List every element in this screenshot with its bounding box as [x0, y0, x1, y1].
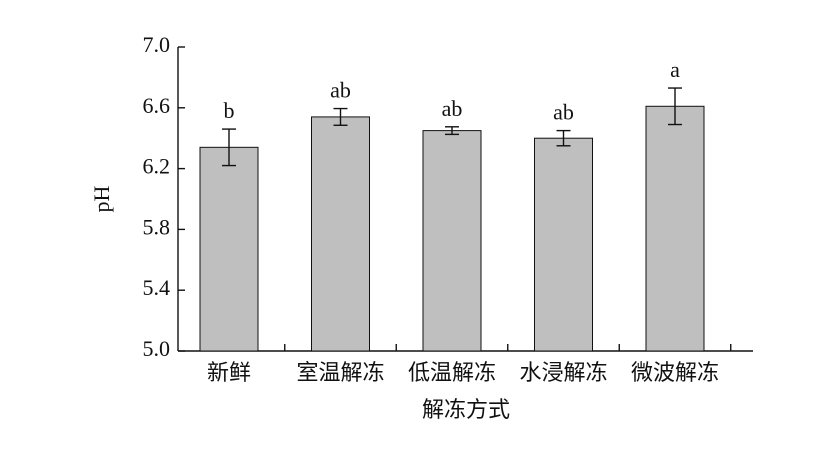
bar: [645, 105, 705, 352]
significance-letter: b: [224, 98, 235, 123]
x-tick-label: 室温解冻: [296, 360, 384, 385]
significance-letter: a: [670, 57, 680, 82]
significance-letter: ab: [442, 96, 463, 121]
bar: [422, 130, 482, 352]
y-tick-label: 7.0: [143, 32, 171, 57]
x-axis-label: 解冻方式: [422, 397, 510, 422]
significance-letter: ab: [330, 78, 351, 103]
x-tick-label: 微波解冻: [631, 360, 719, 385]
bar: [534, 137, 593, 352]
bar: [311, 116, 370, 352]
y-tick-label: 6.6: [143, 93, 171, 118]
bar: [199, 146, 259, 352]
y-axis-label: pH: [89, 185, 114, 212]
significance-letter: ab: [553, 100, 574, 125]
y-tick-label: 5.8: [143, 214, 171, 239]
y-tick-label: 5.0: [143, 336, 171, 361]
x-tick-label: 水浸解冻: [519, 360, 607, 385]
y-tick-label: 5.4: [143, 275, 171, 300]
y-tick-label: 6.2: [143, 154, 171, 179]
x-tick-label: 新鲜: [207, 360, 251, 385]
x-tick-label: 低温解冻: [408, 360, 496, 385]
